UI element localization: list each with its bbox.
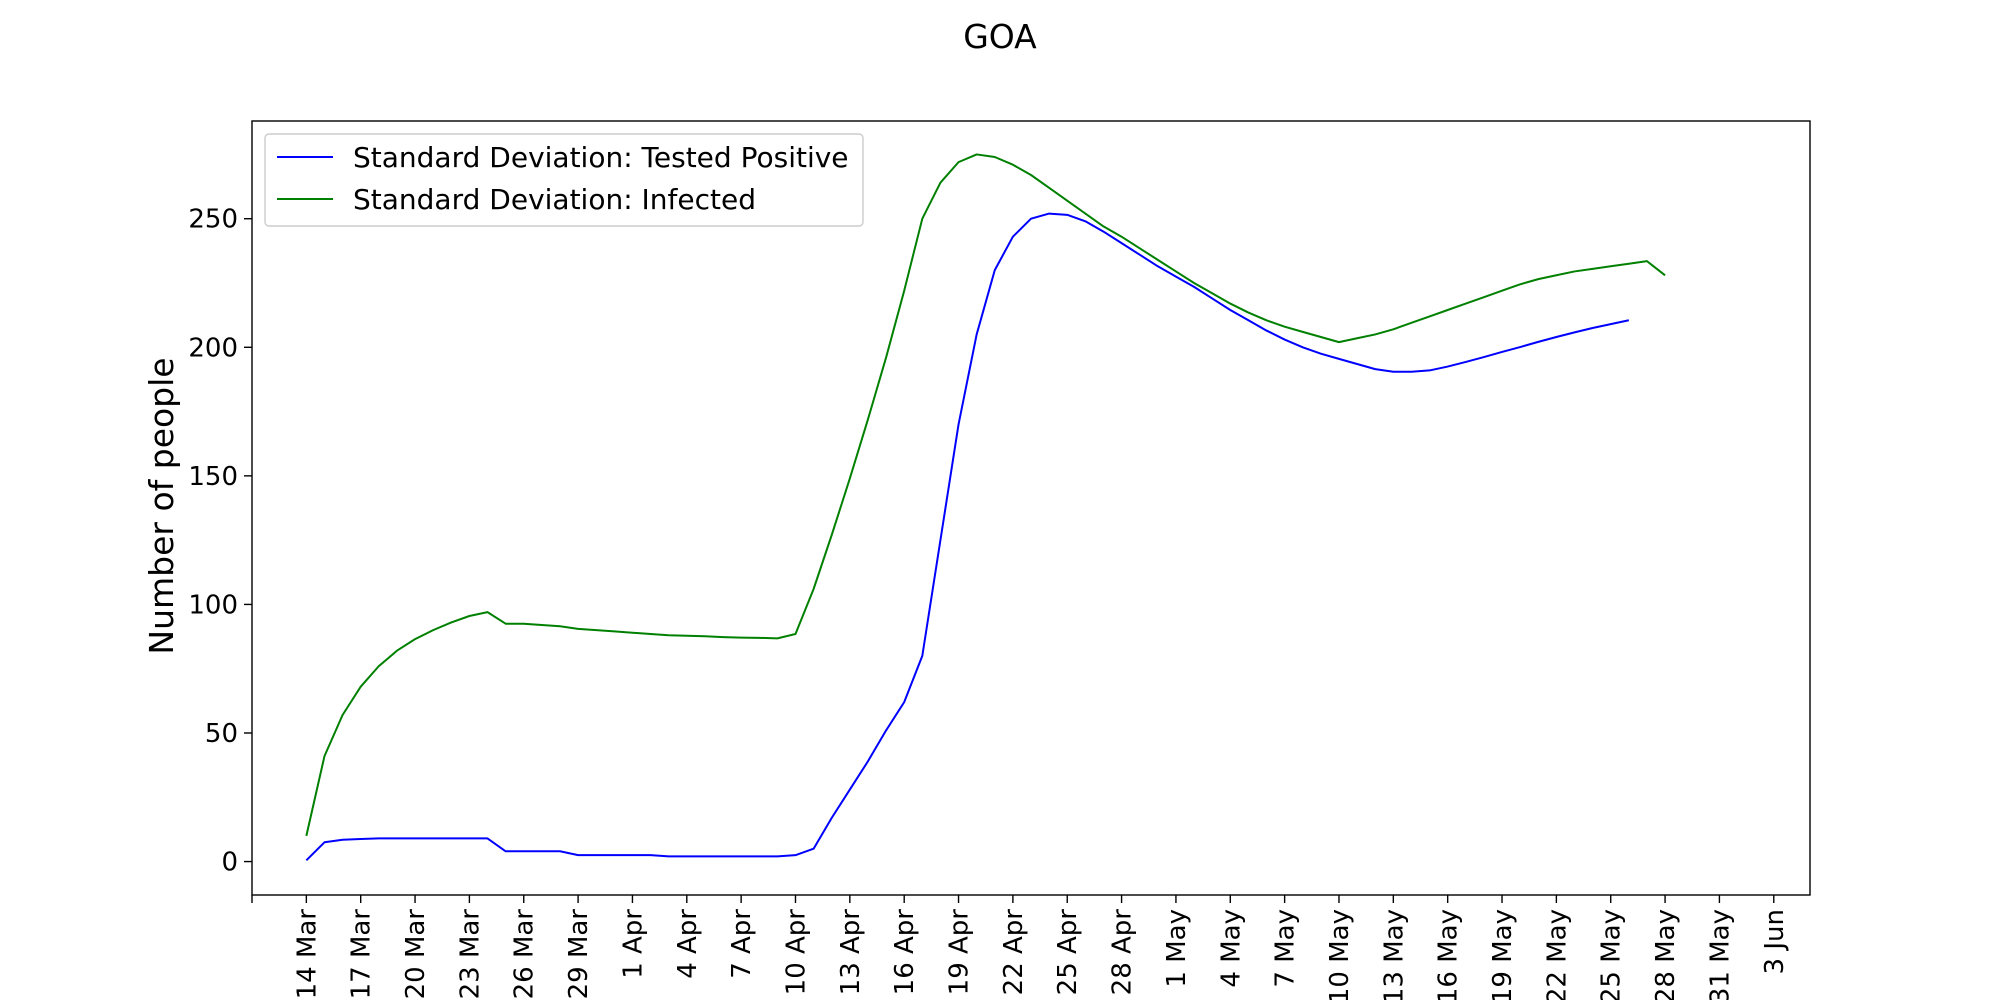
x-tick-label: 1 May: [1162, 909, 1192, 988]
x-tick-label: 10 May: [1325, 909, 1355, 1000]
legend-label-1: Standard Deviation: Tested Positive: [353, 141, 849, 174]
x-tick-label: 31 May: [1705, 909, 1735, 1000]
y-tick-label: 200: [188, 333, 238, 363]
x-tick-label: 14 Mar: [292, 909, 322, 1000]
x-tick-label: 13 May: [1379, 909, 1409, 1000]
x-tick-label: 16 Apr: [890, 909, 920, 996]
x-tick-label: 3 Jun: [1760, 909, 1790, 974]
x-tick-label: 17 Mar: [347, 909, 377, 1000]
y-axis-label: Number of people: [142, 357, 181, 654]
legend: Standard Deviation: Tested Positive Stand…: [264, 133, 864, 227]
x-tick-label: 16 May: [1434, 909, 1464, 1000]
x-tick-label: 13 Apr: [836, 909, 866, 996]
y-tick-label: 50: [205, 719, 238, 749]
x-tick-label: 28 Apr: [1108, 909, 1138, 996]
y-tick-label: 250: [188, 205, 238, 235]
x-tick-label: 25 Apr: [1053, 909, 1083, 996]
x-tick-label: 1 Apr: [618, 909, 648, 979]
x-tick-label: 23 Mar: [455, 909, 485, 1000]
x-tick-label: 10 Apr: [781, 909, 811, 996]
x-tick-label: 26 Mar: [510, 909, 540, 1000]
chart-title: GOA: [963, 17, 1037, 56]
series-line-1: [305, 212, 1630, 861]
series-layer: [305, 153, 1666, 861]
plot-area: [251, 120, 1811, 896]
y-axis-ticks: 0 50 100 150 200 250: [188, 205, 252, 878]
series-line-2: [305, 153, 1666, 837]
x-axis-ticks: 14 Mar 17 Mar 20 Mar 23 Mar 26 Mar 29 Mar 1 Ap…: [251, 895, 1790, 1000]
x-tick-label: 28 May: [1651, 909, 1681, 1000]
x-tick-label: 22 Apr: [999, 909, 1029, 996]
y-tick-label: 100: [188, 590, 238, 620]
legend-box: [264, 133, 864, 227]
x-tick-label: 29 Mar: [564, 909, 594, 1000]
x-tick-label: 7 May: [1271, 909, 1301, 988]
x-tick-label: 4 Apr: [673, 909, 703, 979]
x-tick-label: 19 Apr: [945, 909, 975, 996]
y-tick-label: 150: [188, 462, 238, 492]
x-tick-label: 22 May: [1542, 909, 1572, 1000]
x-tick-label: 19 May: [1488, 909, 1518, 1000]
legend-label-2: Standard Deviation: Infected: [353, 183, 756, 216]
x-tick-label: 4 May: [1216, 909, 1246, 988]
plot-frame: [251, 120, 1811, 896]
x-tick-label: 7 Apr: [727, 909, 757, 979]
y-tick-label: 0: [221, 848, 238, 878]
x-tick-label: 20 Mar: [401, 909, 431, 1000]
x-tick-label: 25 May: [1597, 909, 1627, 1000]
